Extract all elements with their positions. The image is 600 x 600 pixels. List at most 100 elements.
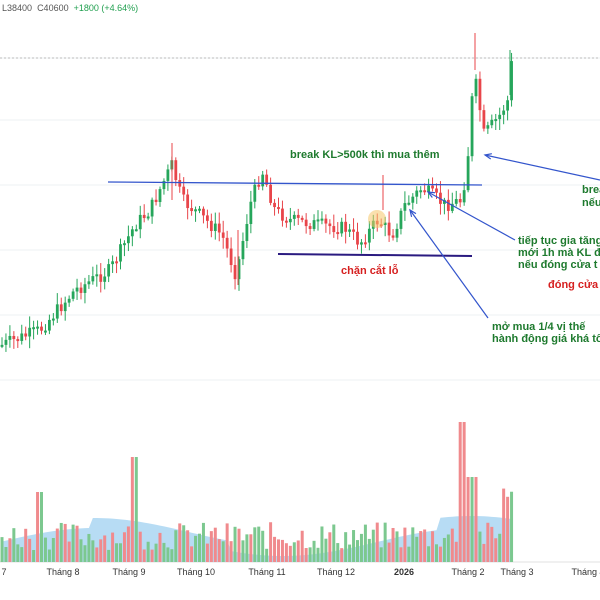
candle-body-100 — [395, 228, 399, 238]
volume-bar-112 — [442, 537, 446, 562]
candle-body-10 — [40, 326, 43, 331]
volume-bar-14 — [55, 528, 59, 562]
volume-bar-4 — [16, 544, 20, 562]
x-tick-3: Tháng 10 — [177, 567, 215, 577]
candle-body-80 — [316, 219, 320, 222]
volume-bar-113 — [446, 534, 450, 562]
candle-body-58 — [229, 248, 233, 266]
volume-bar-54 — [213, 527, 217, 562]
volume-bar-55 — [217, 539, 221, 562]
volume-bar-45 — [178, 523, 182, 562]
volume-bar-15 — [59, 522, 63, 562]
candle-body-44 — [174, 160, 178, 181]
candle-body-35 — [138, 214, 142, 230]
x-tick-0: 7 — [1, 567, 6, 577]
candle-body-90 — [356, 231, 359, 245]
candle-body-33 — [130, 229, 134, 237]
volume-bar-72 — [284, 543, 288, 562]
volume-bar-52 — [205, 543, 209, 562]
candle-body-2 — [8, 335, 12, 340]
x-tick-9: Tháng 4 — [571, 567, 600, 577]
candle-body-68 — [269, 184, 272, 203]
drawing-lines — [107, 153, 600, 319]
volume-bar-3 — [12, 528, 16, 562]
volume-bar-100 — [395, 531, 399, 562]
candle-body-126 — [498, 114, 502, 120]
candle-body-13 — [51, 318, 55, 321]
candle-body-12 — [48, 319, 51, 331]
volume-bar-56 — [221, 541, 225, 562]
candle-body-0 — [0, 344, 4, 347]
candle-body-114 — [450, 203, 454, 211]
candle-body-26 — [103, 276, 107, 282]
volume-bar-83 — [328, 532, 332, 562]
volume-bar-1 — [4, 547, 8, 562]
volume-bar-70 — [277, 539, 280, 562]
volume-bar-46 — [182, 525, 186, 562]
volume-bar-48 — [190, 546, 194, 562]
candle-body-8 — [32, 327, 35, 330]
x-tick-7: Tháng 2 — [451, 567, 484, 577]
volume-bar-109 — [431, 531, 435, 562]
arrow-breakout-shaft — [484, 154, 600, 181]
volume-bar-103 — [407, 546, 411, 562]
stop-loss-line — [277, 253, 473, 257]
volume-bar-111 — [438, 546, 442, 562]
candle-body-104 — [411, 196, 415, 203]
candle-body-107 — [423, 190, 427, 193]
volume-bar-129 — [510, 491, 514, 562]
candle-body-78 — [308, 226, 312, 229]
volume-bar-107 — [423, 529, 427, 562]
candle-body-99 — [391, 235, 395, 238]
annotation-1: chặn cắt lỗ — [341, 264, 399, 277]
candle-body-103 — [407, 202, 411, 205]
volume-bar-64 — [253, 527, 257, 562]
candle-body-9 — [36, 326, 39, 329]
candle-body-87 — [344, 221, 348, 232]
candle-body-11 — [44, 330, 47, 333]
candle-body-67 — [265, 174, 269, 185]
annotation-0: break KL>500k thì mua thêm — [290, 149, 440, 161]
volume-bar-105 — [415, 536, 419, 562]
candle-body-7 — [28, 327, 32, 337]
candle-body-47 — [186, 194, 190, 209]
ohlc-readout: L38400 C40600 +1800 (+4.64%) — [2, 3, 138, 13]
volume-bar-7 — [28, 538, 32, 562]
ohlc-close: C40600 — [37, 3, 69, 13]
volume-bar-99 — [391, 527, 395, 562]
volume-bar-8 — [32, 549, 36, 562]
candle-body-73 — [288, 218, 292, 223]
volume-bar-94 — [371, 529, 375, 562]
volume-bar-73 — [288, 545, 292, 562]
volume-bar-12 — [47, 549, 51, 562]
candle-body-55 — [217, 223, 221, 233]
candle-body-74 — [292, 214, 296, 219]
candle-body-49 — [194, 209, 197, 212]
volume-bar-123 — [486, 522, 490, 562]
candle-body-25 — [99, 274, 103, 282]
volume-bar-91 — [359, 533, 363, 562]
candle-body-113 — [446, 199, 450, 211]
volume-bar-26 — [103, 535, 107, 562]
ohlc-low: L38400 — [2, 3, 33, 13]
volume-bar-47 — [186, 530, 190, 562]
candle-body-32 — [127, 236, 130, 244]
highlight-circle — [368, 210, 386, 228]
volume-bar-23 — [91, 540, 95, 562]
candle-body-31 — [123, 243, 126, 246]
volume-bar-93 — [367, 538, 371, 562]
volume-bar-36 — [142, 549, 146, 562]
x-tick-2: Tháng 9 — [112, 567, 145, 577]
candle-body-53 — [209, 220, 213, 232]
volume-bar-18 — [71, 524, 75, 562]
candle-body-120 — [474, 78, 478, 97]
volume-bar-127 — [502, 488, 506, 562]
volume-bar-79 — [312, 540, 316, 562]
volume-bar-106 — [419, 531, 423, 562]
volume-bar-74 — [292, 542, 296, 562]
volume-bar-96 — [379, 547, 383, 562]
candle-body-18 — [71, 291, 75, 299]
volume-bar-28 — [111, 532, 115, 562]
volume-bar-78 — [308, 547, 312, 562]
